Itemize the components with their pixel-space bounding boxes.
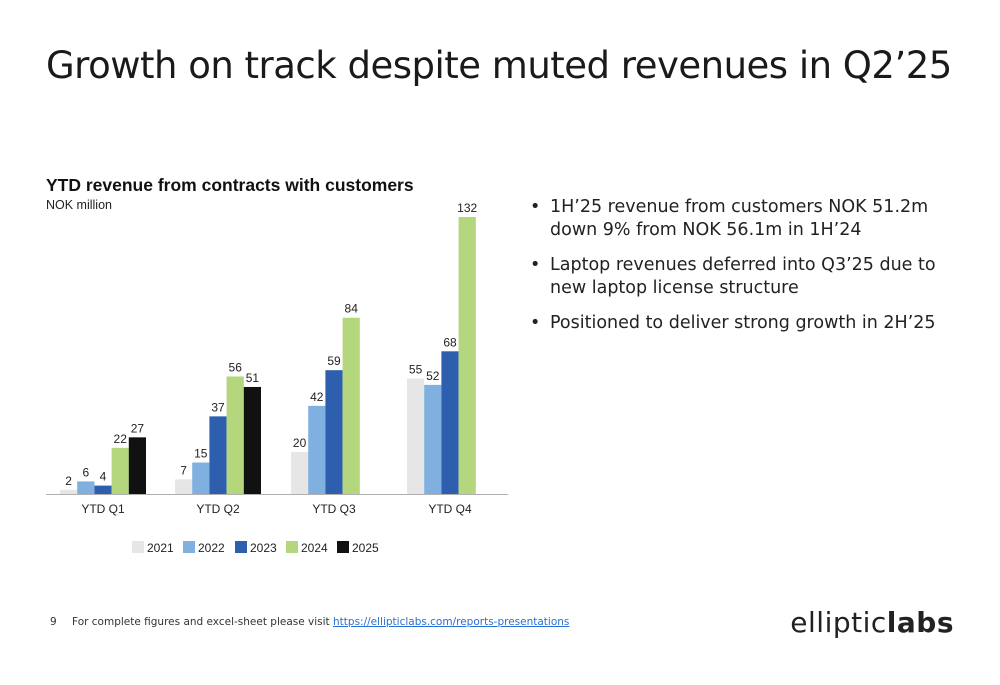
data-label: 6 (82, 465, 89, 479)
bar-2025-ytd-q2 (243, 386, 261, 494)
slide-title: Growth on track despite muted revenues i… (46, 44, 952, 87)
data-label: 7 (180, 463, 187, 477)
data-label: 132 (457, 201, 477, 215)
legend-swatch-2024 (286, 541, 298, 553)
bar-2021-ytd-q1 (60, 489, 78, 494)
x-tick-label: YTD Q4 (428, 502, 472, 516)
bar-2023-ytd-q2 (209, 416, 227, 494)
bar-2023-ytd-q1 (94, 485, 112, 494)
data-label: 84 (345, 302, 359, 316)
legend-swatch-2023 (235, 541, 247, 553)
data-label: 37 (211, 400, 225, 414)
data-label: 20 (293, 436, 307, 450)
data-label: 55 (409, 363, 423, 377)
bar-2024-ytd-q3 (342, 317, 360, 494)
data-label: 27 (131, 421, 145, 435)
footer: 9 For complete figures and excel-sheet p… (50, 616, 569, 628)
data-label: 51 (246, 371, 260, 385)
bullet-list: 1H’25 revenue from customers NOK 51.2m d… (528, 196, 948, 347)
data-label: 22 (114, 432, 128, 446)
logo-text-elliptic: elliptic (790, 606, 887, 639)
bar-2025-ytd-q1 (128, 437, 146, 494)
data-label: 2 (65, 474, 72, 488)
legend-swatch-2022 (183, 541, 195, 553)
bar-2024-ytd-q4 (458, 217, 476, 494)
bar-2022-ytd-q4 (424, 384, 442, 494)
bar-2022-ytd-q3 (308, 405, 326, 494)
bar-2024-ytd-q1 (111, 447, 129, 494)
chart-title: YTD revenue from contracts with customer… (46, 175, 414, 195)
data-label: 15 (194, 447, 208, 461)
legend-swatch-2025 (337, 541, 349, 553)
elliptic-labs-logo: ellipticlabs (790, 606, 954, 639)
bar-2024-ytd-q2 (226, 376, 244, 494)
bullet-revenue-1h25: 1H’25 revenue from customers NOK 51.2m d… (528, 196, 948, 242)
bar-2022-ytd-q1 (77, 481, 95, 494)
bullet-growth-2h25: Positioned to deliver strong growth in 2… (528, 312, 948, 335)
footer-text: For complete figures and excel-sheet ple… (72, 616, 330, 628)
bar-2021-ytd-q4 (407, 378, 425, 494)
data-label: 52 (426, 369, 440, 383)
legend-label-2023: 2023 (250, 541, 277, 555)
legend-label-2024: 2024 (301, 541, 328, 555)
legend-label-2025: 2025 (352, 541, 379, 555)
data-label: 59 (327, 354, 341, 368)
bar-2023-ytd-q4 (441, 351, 459, 494)
bar-2021-ytd-q2 (175, 479, 193, 494)
bullet-laptop-deferral: Laptop revenues deferred into Q3’25 due … (528, 254, 948, 300)
data-label: 56 (229, 360, 243, 374)
data-label: 68 (443, 335, 457, 349)
x-tick-label: YTD Q1 (81, 502, 125, 516)
x-tick-label: YTD Q3 (312, 502, 356, 516)
data-label: 42 (310, 390, 324, 404)
legend-label-2022: 2022 (198, 541, 225, 555)
reports-link[interactable]: https://ellipticlabs.com/reports-present… (333, 616, 570, 628)
chart-unit-label: NOK million (46, 198, 112, 212)
legend-label-2021: 2021 (147, 541, 174, 555)
bar-2022-ytd-q2 (192, 462, 210, 494)
x-tick-label: YTD Q2 (196, 502, 240, 516)
legend-swatch-2021 (132, 541, 144, 553)
data-label: 4 (100, 470, 107, 484)
page-number: 9 (50, 616, 57, 628)
bar-2021-ytd-q3 (291, 452, 309, 494)
bar-2023-ytd-q3 (325, 370, 343, 494)
logo-text-labs: labs (886, 606, 954, 639)
